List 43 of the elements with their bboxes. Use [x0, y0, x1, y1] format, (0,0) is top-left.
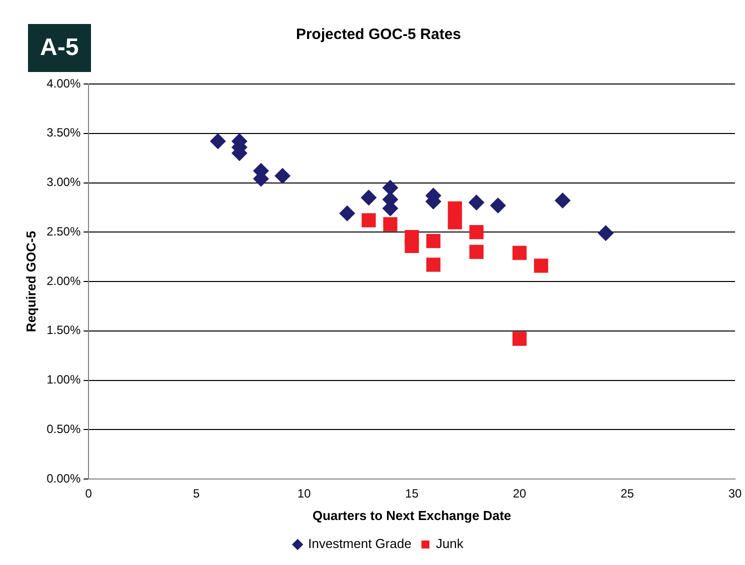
y-tick-label: 1.50%: [46, 323, 81, 338]
point: [490, 197, 506, 214]
point: [512, 246, 527, 260]
point: [360, 190, 377, 206]
x-tick-label: 10: [297, 486, 312, 501]
legend-label: Junk: [436, 536, 464, 552]
x-tick-label: 30: [728, 486, 742, 501]
point: [426, 234, 440, 248]
point: [512, 332, 527, 346]
point: [426, 258, 440, 272]
text: A-5: [28, 24, 91, 72]
point: [469, 244, 484, 259]
x-axis-title: Quarters to Next Exchange Date: [312, 508, 512, 523]
x-tick-label: 0: [85, 486, 92, 501]
point: [448, 215, 462, 230]
point: [274, 168, 291, 184]
y-tick-label: 3.00%: [46, 175, 81, 190]
y-tick-label: 3.50%: [46, 126, 81, 140]
point: [554, 192, 571, 209]
point: [469, 225, 484, 240]
y-tick-label: 1.00%: [46, 372, 81, 387]
x-tick-label: 20: [512, 486, 527, 501]
point: [448, 201, 462, 216]
point: [468, 194, 484, 210]
point: [362, 213, 376, 228]
x-tick-label: 5: [193, 486, 200, 501]
point: [382, 180, 398, 196]
x-tick-label: 25: [620, 486, 634, 501]
chart-title: Projected GOC-5 Rates: [296, 26, 462, 44]
point: [534, 258, 548, 273]
y-tick-label: 0.50%: [46, 422, 81, 436]
y-tick-label: 4.00%: [46, 76, 81, 90]
y-tick-label: 0.00%: [46, 471, 81, 486]
point: [404, 238, 419, 254]
y-tick-label: 2.50%: [46, 224, 81, 238]
x-tick-label: 15: [405, 486, 419, 501]
point: [383, 217, 398, 232]
point: [339, 205, 356, 222]
y-axis-title: Required GOC-5: [23, 230, 38, 332]
point: [210, 133, 226, 150]
point: [598, 225, 614, 242]
legend-label: Investment Grade: [308, 536, 412, 552]
y-tick-label: 2.00%: [46, 274, 81, 288]
